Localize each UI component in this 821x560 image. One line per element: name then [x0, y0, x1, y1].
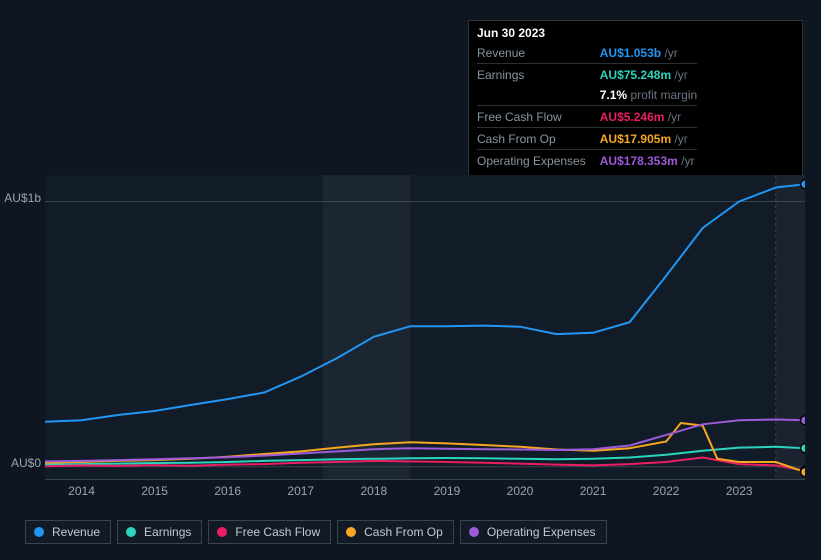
legend-item[interactable]: Free Cash Flow: [208, 520, 331, 544]
tooltip-row-key: Cash From Op: [477, 127, 600, 149]
legend-label: Cash From Op: [364, 525, 443, 539]
tooltip-row-key: Free Cash Flow: [477, 106, 600, 128]
tooltip-row-key: Earnings: [477, 63, 600, 86]
marker-earnings: [801, 444, 806, 453]
legend-swatch: [469, 527, 479, 537]
legend-swatch: [126, 527, 136, 537]
financial-chart-container: Jun 30 2023 RevenueAU$1.053b /yrEarnings…: [0, 0, 821, 560]
tooltip-date: Jun 30 2023: [477, 25, 794, 42]
legend-label: Revenue: [52, 525, 100, 539]
legend-label: Operating Expenses: [487, 525, 596, 539]
x-axis-label: 2014: [62, 484, 102, 498]
tooltip-row-key: Operating Expenses: [477, 149, 600, 170]
tooltip-row-value: AU$178.353m /yr: [600, 149, 697, 170]
x-axis-label: 2015: [135, 484, 175, 498]
legend-item[interactable]: Operating Expenses: [460, 520, 607, 544]
tooltip-row-value: AU$1.053b /yr: [600, 44, 697, 63]
tooltip-profit-margin: 7.1% profit margin: [600, 86, 697, 105]
line-chart[interactable]: [45, 175, 805, 480]
tooltip-row-key: Revenue: [477, 44, 600, 63]
x-axis-label: 2021: [573, 484, 613, 498]
x-axis-label: 2023: [719, 484, 759, 498]
legend-swatch: [346, 527, 356, 537]
marker-opex: [801, 416, 806, 425]
legend-swatch: [217, 527, 227, 537]
y-axis-label: AU$1b: [1, 191, 41, 205]
chart-tooltip: Jun 30 2023 RevenueAU$1.053b /yrEarnings…: [468, 20, 803, 178]
x-axis-label: 2018: [354, 484, 394, 498]
legend-item[interactable]: Cash From Op: [337, 520, 454, 544]
tooltip-row-value: AU$5.246m /yr: [600, 106, 697, 128]
legend-label: Earnings: [144, 525, 191, 539]
x-axis-label: 2022: [646, 484, 686, 498]
y-axis-label: AU$0: [1, 456, 41, 470]
legend-item[interactable]: Earnings: [117, 520, 202, 544]
x-axis-label: 2017: [281, 484, 321, 498]
tooltip-row-value: AU$75.248m /yr: [600, 63, 697, 86]
legend-label: Free Cash Flow: [235, 525, 320, 539]
x-axis-label: 2016: [208, 484, 248, 498]
legend-item[interactable]: Revenue: [25, 520, 111, 544]
x-axis-label: 2020: [500, 484, 540, 498]
chart-legend: Revenue Earnings Free Cash Flow Cash From O…: [25, 520, 607, 544]
tooltip-row-value: AU$17.905m /yr: [600, 127, 697, 149]
x-axis-label: 2019: [427, 484, 467, 498]
legend-swatch: [34, 527, 44, 537]
marker-cfo: [801, 468, 806, 477]
marker-revenue: [801, 180, 806, 189]
